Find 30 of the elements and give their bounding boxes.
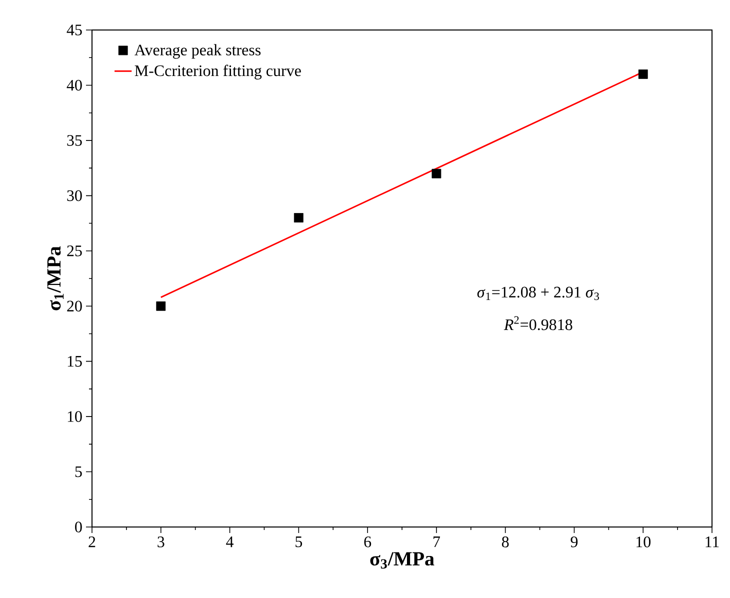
y-tick-label: 40 <box>66 80 82 91</box>
x-tick-label: 9 <box>570 536 578 548</box>
y-tick-label: 25 <box>67 246 82 256</box>
point <box>638 69 648 79</box>
y-tick-label: 10 <box>68 411 82 422</box>
x-tick-label: 11 <box>706 536 719 548</box>
y-tick-label: 35 <box>67 135 82 146</box>
legend-label: Average peak stress <box>134 44 261 59</box>
y-axis-title: σ$_{1}$/MPa <box>47 246 64 310</box>
x-tick-label: 5 <box>296 536 302 548</box>
y-tick-label: 0 <box>75 522 82 532</box>
y-tick-label: 20 <box>67 300 82 312</box>
x-tick-label: 4 <box>226 536 234 548</box>
x-tick-label: 6 <box>364 536 372 548</box>
annotation: R$^{2}$=0.9818 <box>504 316 572 330</box>
annotation: σ$_{1}$=12.08 + 2.91 σ$_{3}$ <box>477 286 599 300</box>
x-tick-label: 3 <box>158 536 164 548</box>
x-tick-label: 8 <box>502 536 509 548</box>
point <box>432 168 442 178</box>
x-tick-label: 10 <box>636 536 651 548</box>
x-tick-label: 7 <box>434 536 440 548</box>
y-tick-label: 5 <box>75 466 82 478</box>
x-tick-label: 2 <box>88 536 96 548</box>
y-tick-label: 15 <box>68 356 82 367</box>
point <box>156 301 166 311</box>
y-tick-label: 30 <box>67 190 82 202</box>
y-tick-label: 45 <box>66 24 82 36</box>
legend-label: M-Ccriterion fitting curve <box>134 64 301 80</box>
x-axis-title: σ$_{3}$/MPa <box>370 552 434 569</box>
point <box>294 213 304 222</box>
